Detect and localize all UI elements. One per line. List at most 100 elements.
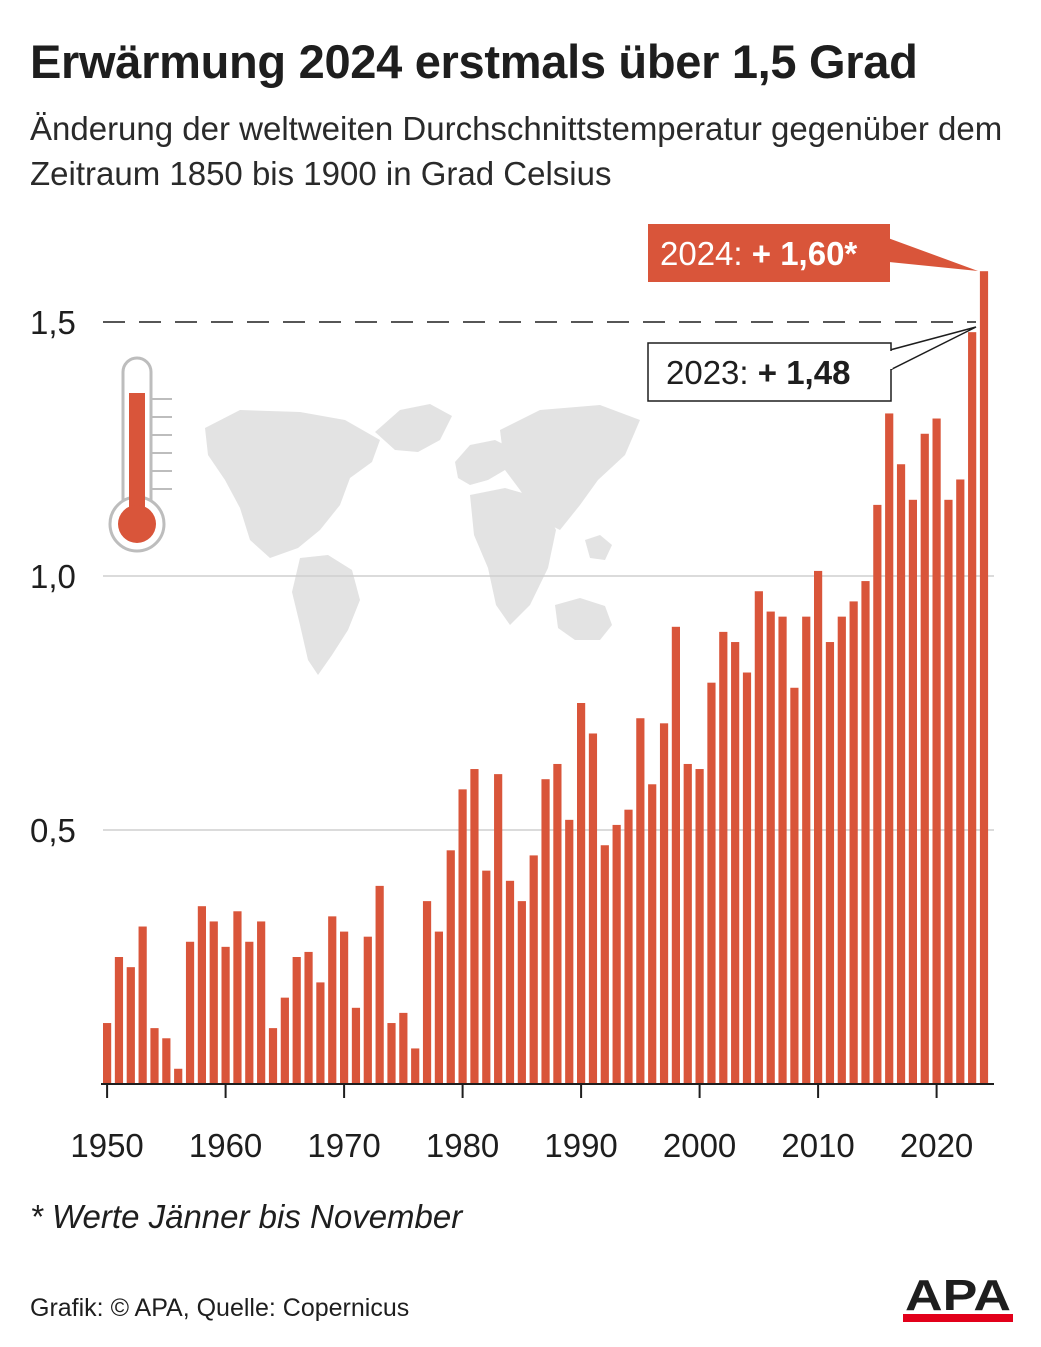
callout-2024: 2024: + 1,60* bbox=[648, 224, 978, 282]
bar-2016 bbox=[885, 413, 894, 1084]
y-tick-label: 1,0 bbox=[30, 558, 76, 595]
bar-2006 bbox=[766, 611, 775, 1084]
bar-1977 bbox=[422, 901, 432, 1084]
bar-1972 bbox=[363, 936, 372, 1084]
bar-1992 bbox=[600, 845, 609, 1084]
bar-1950 bbox=[103, 1023, 112, 1084]
callout-2023-prefix: 2023: bbox=[666, 354, 758, 391]
bar-1966 bbox=[292, 957, 301, 1084]
bar-2003 bbox=[731, 642, 740, 1084]
bar-1996 bbox=[648, 784, 657, 1084]
bar-1965 bbox=[280, 997, 289, 1084]
bar-2004 bbox=[742, 672, 752, 1084]
bar-2024 bbox=[979, 271, 989, 1084]
bar-1961 bbox=[233, 911, 242, 1084]
bar-2020 bbox=[932, 418, 941, 1084]
bar-1990 bbox=[577, 703, 586, 1084]
bar-1967 bbox=[304, 951, 313, 1084]
chart-title: Erwärmung 2024 erstmals über 1,5 Grad bbox=[30, 35, 918, 88]
bar-1956 bbox=[174, 1068, 183, 1084]
bar-1991 bbox=[588, 733, 598, 1084]
callout-2023-value: + 1,48 bbox=[758, 354, 851, 391]
bar-2007 bbox=[778, 616, 787, 1084]
bar-2014 bbox=[861, 581, 870, 1084]
source-credit: Grafik: © APA, Quelle: Copernicus bbox=[30, 1294, 410, 1322]
x-tick-label: 1970 bbox=[307, 1127, 380, 1164]
bar-1953 bbox=[138, 926, 147, 1084]
callout-2023-pointer bbox=[889, 326, 977, 372]
x-tick-label: 2010 bbox=[781, 1127, 854, 1164]
bar-1958 bbox=[197, 906, 206, 1084]
apa-logo: APA bbox=[903, 1276, 1013, 1322]
callout-2023-box bbox=[647, 342, 892, 402]
x-tick-label: 1990 bbox=[544, 1127, 617, 1164]
bar-1973 bbox=[375, 885, 384, 1084]
bar-2022 bbox=[956, 479, 965, 1085]
bar-1999 bbox=[683, 763, 692, 1084]
footnote: * Werte Jänner bis November bbox=[30, 1198, 463, 1235]
bar-2017 bbox=[896, 464, 906, 1084]
bar-1971 bbox=[351, 1007, 361, 1084]
svg-text:2023: + 1,48: 2023: + 1,48 bbox=[666, 354, 850, 391]
bar-1957 bbox=[185, 941, 195, 1084]
bar-1975 bbox=[399, 1012, 408, 1084]
bar-1963 bbox=[257, 921, 266, 1084]
bar-1978 bbox=[434, 931, 443, 1084]
x-tick-label: 1980 bbox=[426, 1127, 499, 1164]
bar-1984 bbox=[505, 880, 515, 1084]
bar-1980 bbox=[458, 789, 467, 1084]
apa-logo-text: APA bbox=[905, 1276, 1011, 1320]
bar-1982 bbox=[482, 870, 491, 1084]
bar-2008 bbox=[790, 687, 799, 1084]
bar-2005 bbox=[754, 591, 763, 1084]
bar-1993 bbox=[612, 824, 621, 1084]
x-tick-label: 1960 bbox=[189, 1127, 262, 1164]
bar-1968 bbox=[316, 982, 325, 1084]
bar-1955 bbox=[162, 1038, 171, 1084]
bar-1981 bbox=[470, 769, 479, 1084]
x-tick-label: 2020 bbox=[900, 1127, 973, 1164]
bar-2012 bbox=[837, 616, 846, 1084]
bar-1983 bbox=[494, 774, 503, 1084]
x-tick-label: 1950 bbox=[70, 1127, 143, 1164]
callout-2024-value: + 1,60* bbox=[752, 235, 858, 272]
bar-1985 bbox=[517, 901, 526, 1084]
bar-1995 bbox=[636, 718, 645, 1084]
bar-2015 bbox=[873, 504, 882, 1084]
callout-2023: 2023: + 1,48 bbox=[647, 326, 977, 402]
bar-2002 bbox=[719, 631, 728, 1084]
bar-1960 bbox=[221, 946, 230, 1084]
bar-2023 bbox=[968, 332, 977, 1084]
bar-2021 bbox=[944, 499, 953, 1084]
bar-2010 bbox=[814, 570, 823, 1084]
callout-2024-box bbox=[648, 224, 890, 282]
thermometer-icon bbox=[108, 356, 172, 553]
y-tick-label: 0,5 bbox=[30, 812, 76, 849]
svg-text:2024: + 1,60*: 2024: + 1,60* bbox=[660, 235, 857, 272]
callout-2024-prefix: 2024: bbox=[660, 235, 752, 272]
bar-1976 bbox=[411, 1048, 420, 1084]
bar-2018 bbox=[908, 499, 917, 1084]
bar-1997 bbox=[659, 723, 669, 1084]
bar-1969 bbox=[328, 916, 337, 1084]
bar-1998 bbox=[671, 626, 680, 1084]
world-map-icon bbox=[205, 404, 640, 675]
bar-2013 bbox=[849, 601, 858, 1084]
callout-2024-pointer bbox=[888, 238, 978, 271]
bar-2019 bbox=[920, 433, 929, 1084]
chart-subtitle: Änderung der weltweiten Durchschnittstem… bbox=[30, 110, 1003, 192]
bar-1986 bbox=[529, 855, 538, 1084]
bar-1952 bbox=[126, 967, 135, 1084]
x-tick-label: 2000 bbox=[663, 1127, 736, 1164]
bar-1989 bbox=[565, 819, 574, 1084]
bar-1994 bbox=[624, 809, 633, 1084]
bar-1974 bbox=[387, 1023, 396, 1084]
bar-1964 bbox=[268, 1028, 278, 1084]
bar-1954 bbox=[150, 1028, 159, 1084]
bar-1970 bbox=[340, 931, 349, 1084]
y-tick-label: 1,5 bbox=[30, 304, 76, 341]
bar-2001 bbox=[707, 682, 716, 1084]
bar-1987 bbox=[541, 779, 550, 1084]
bar-1962 bbox=[245, 941, 254, 1084]
bar-1979 bbox=[446, 850, 455, 1084]
